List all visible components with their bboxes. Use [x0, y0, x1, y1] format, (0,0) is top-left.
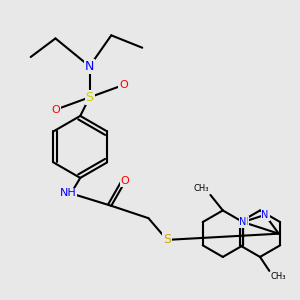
Text: N: N	[241, 217, 248, 227]
Text: O: O	[51, 105, 60, 115]
Text: N: N	[261, 210, 269, 220]
Text: S: S	[163, 233, 171, 246]
Text: CH₃: CH₃	[194, 184, 209, 194]
Text: O: O	[121, 176, 130, 186]
Text: N: N	[239, 217, 247, 227]
Text: S: S	[85, 91, 94, 104]
Text: CH₃: CH₃	[271, 272, 286, 281]
Text: O: O	[119, 80, 128, 90]
Text: N: N	[85, 60, 94, 73]
Text: NH: NH	[59, 188, 76, 198]
